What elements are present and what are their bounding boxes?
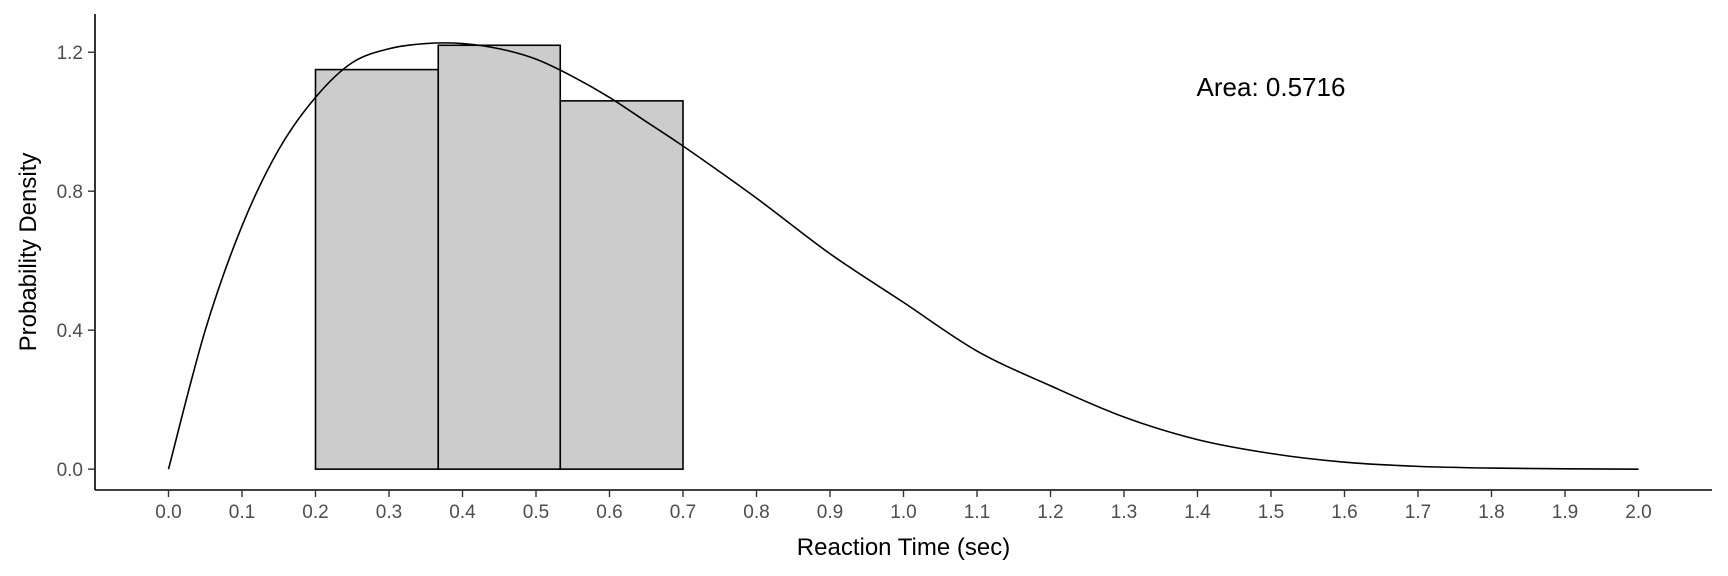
y-tick-label: 0.4: [57, 321, 84, 342]
y-tick-label: 0.0: [57, 460, 83, 481]
x-tick-label: 0.1: [229, 502, 255, 523]
x-tick-label: 0.8: [743, 502, 769, 523]
x-tick-label: 1.1: [964, 502, 990, 523]
x-axis-title: Reaction Time (sec): [797, 534, 1010, 561]
y-tick-label: 1.2: [57, 43, 83, 64]
y-axis-ticks: 0.0 0.4 0.8 1.2: [57, 43, 95, 481]
x-tick-label: 1.4: [1184, 502, 1211, 523]
x-tick-label: 1.7: [1405, 502, 1431, 523]
x-tick-label: 0.3: [376, 502, 402, 523]
x-tick-label: 0.0: [155, 502, 181, 523]
x-tick-label: 1.0: [890, 502, 916, 523]
y-axis-title: Probability Density: [15, 153, 42, 352]
x-tick-label: 0.5: [523, 502, 549, 523]
histogram-bar-3: [559, 100, 684, 470]
x-tick-label: 0.2: [302, 502, 328, 523]
x-tick-label: 1.9: [1552, 502, 1578, 523]
x-tick-label: 2.0: [1625, 502, 1651, 523]
x-tick-label: 1.5: [1258, 502, 1284, 523]
x-tick-label: 0.6: [596, 502, 622, 523]
x-tick-label: 1.8: [1478, 502, 1504, 523]
x-tick-label: 0.4: [449, 502, 476, 523]
x-tick-label: 1.2: [1037, 502, 1063, 523]
annotations-layer: Area: 0.5716: [1197, 72, 1346, 102]
x-tick-label: 1.6: [1331, 502, 1357, 523]
x-axis-ticks: 0.0 0.1 0.2 0.3 0.4 0.5 0.6 0.7 0.8 0.9 1.0 1.1 1.2 1…: [155, 490, 1652, 523]
area-annotation: Area: 0.5716: [1197, 72, 1346, 102]
x-tick-label: 0.9: [817, 502, 843, 523]
bars-layer: [314, 44, 684, 470]
histogram-bar-1: [314, 68, 440, 470]
histogram-bar-2: [437, 44, 562, 470]
density-curve: [167, 42, 1639, 470]
x-tick-label: 0.7: [670, 502, 696, 523]
x-tick-label: 1.3: [1111, 502, 1137, 523]
y-tick-label: 0.8: [57, 182, 83, 203]
